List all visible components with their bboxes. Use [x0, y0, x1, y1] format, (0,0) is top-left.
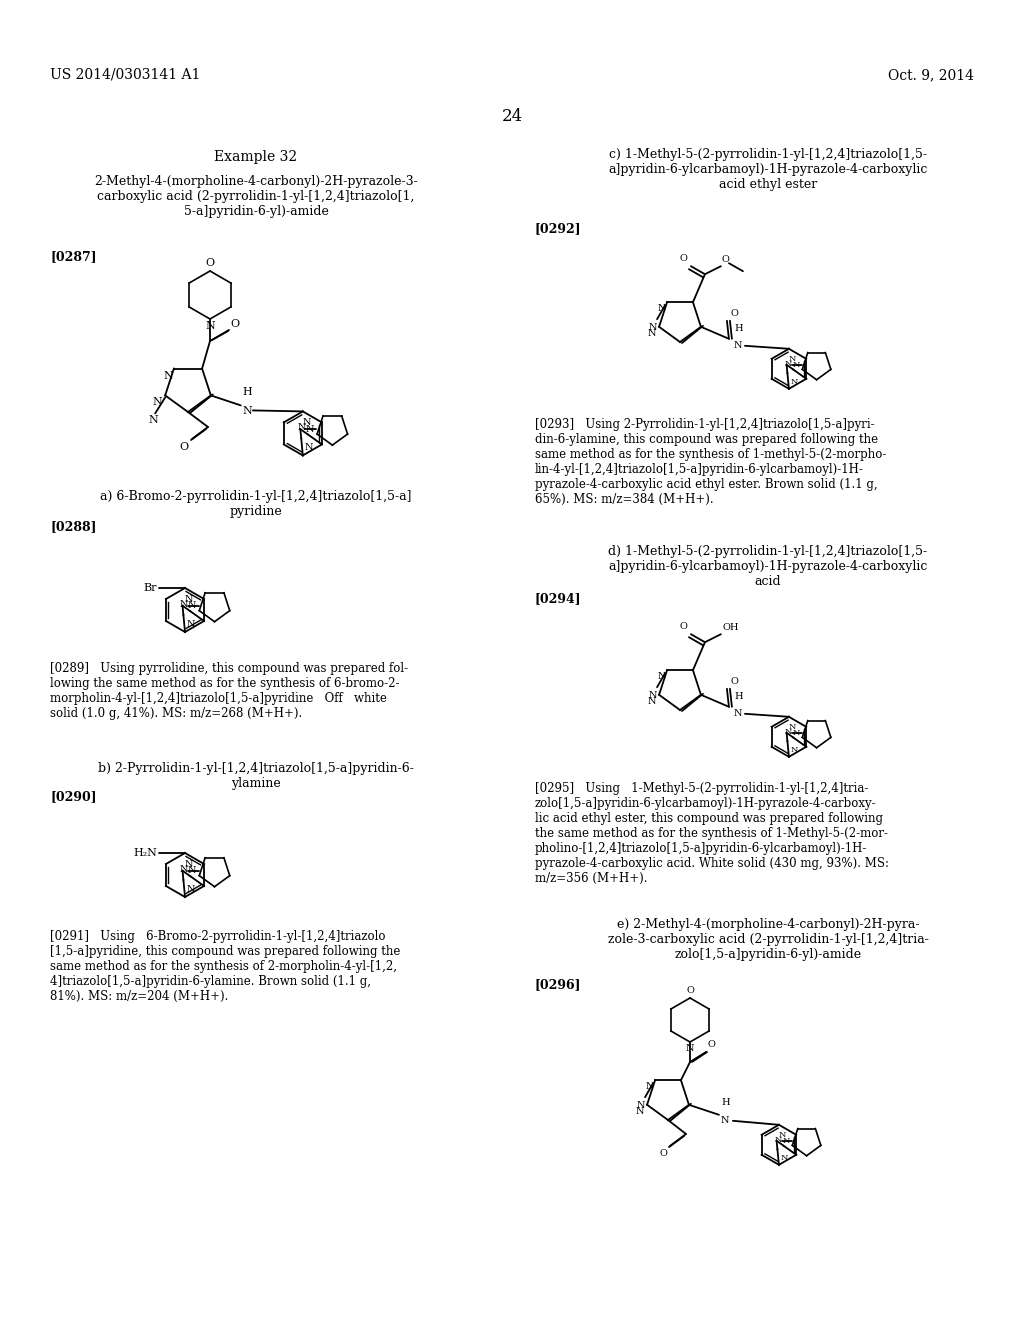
Text: US 2014/0303141 A1: US 2014/0303141 A1 [50, 69, 201, 82]
Text: N: N [645, 1082, 654, 1092]
Text: N: N [163, 371, 173, 380]
Text: [0292]: [0292] [535, 222, 582, 235]
Text: N: N [647, 329, 656, 338]
Text: O: O [659, 1148, 667, 1158]
Text: N: N [243, 407, 253, 416]
Text: N: N [791, 746, 799, 754]
Text: N: N [781, 1154, 788, 1162]
Text: Example 32: Example 32 [214, 150, 298, 164]
Text: d) 1-Methyl-5-(2-pyrrolidin-1-yl-[1,2,4]triazolo[1,5-
a]pyridin-6-ylcarbamoyl)-1: d) 1-Methyl-5-(2-pyrrolidin-1-yl-[1,2,4]… [608, 545, 928, 587]
Text: N: N [179, 601, 188, 609]
Text: N: N [153, 397, 162, 408]
Text: H: H [243, 387, 253, 397]
Text: N: N [205, 321, 215, 331]
Text: O: O [179, 442, 188, 451]
Text: N: N [774, 1135, 781, 1143]
Text: N: N [187, 884, 196, 894]
Text: [0293]   Using 2-Pyrrolidin-1-yl-[1,2,4]triazolo[1,5-a]pyri-
din-6-ylamine, this: [0293] Using 2-Pyrrolidin-1-yl-[1,2,4]tr… [535, 418, 887, 506]
Text: N: N [187, 620, 196, 630]
Text: N: N [306, 425, 314, 434]
Text: N: N [784, 727, 792, 735]
Text: N: N [184, 859, 194, 869]
Text: N: N [793, 360, 800, 368]
Text: N: N [188, 866, 197, 875]
Text: N: N [657, 672, 666, 681]
Text: O: O [230, 319, 240, 329]
Text: N: N [657, 304, 666, 313]
Text: N: N [686, 1044, 694, 1053]
Text: H: H [721, 1098, 729, 1106]
Text: O: O [679, 255, 687, 263]
Text: O: O [722, 255, 730, 264]
Text: O: O [731, 677, 738, 686]
Text: O: O [731, 309, 738, 318]
Text: N: N [148, 416, 158, 425]
Text: [0289]   Using pyrrolidine, this compound was prepared fol-
lowing the same meth: [0289] Using pyrrolidine, this compound … [50, 663, 409, 719]
Text: [0295]   Using   1-Methyl-5-(2-pyrrolidin-1-yl-[1,2,4]tria-
zolo[1,5-a]pyridin-6: [0295] Using 1-Methyl-5-(2-pyrrolidin-1-… [535, 781, 889, 884]
Text: [0296]: [0296] [535, 978, 582, 991]
Text: [0291]   Using   6-Bromo-2-pyrrolidin-1-yl-[1,2,4]triazolo
[1,5-a]pyridine, this: [0291] Using 6-Bromo-2-pyrrolidin-1-yl-[… [50, 931, 400, 1003]
Text: H₂N: H₂N [133, 847, 157, 858]
Text: O: O [679, 622, 687, 631]
Text: OH: OH [723, 623, 739, 632]
Text: N: N [793, 729, 800, 737]
Text: N: N [179, 865, 188, 874]
Text: N: N [184, 595, 194, 603]
Text: N: N [302, 418, 311, 428]
Text: O: O [686, 986, 694, 995]
Text: N: N [791, 378, 799, 385]
Text: Br: Br [143, 583, 157, 593]
Text: [0288]: [0288] [50, 520, 96, 533]
Text: N: N [188, 601, 197, 610]
Text: N: N [788, 355, 796, 363]
Text: N: N [297, 424, 306, 433]
Text: N: N [637, 1101, 645, 1110]
Text: O: O [206, 257, 215, 268]
Text: N: N [734, 341, 742, 350]
Text: N: N [649, 692, 657, 700]
Text: N: N [721, 1115, 729, 1125]
Text: 2-Methyl-4-(morpholine-4-carbonyl)-2H-pyrazole-3-
carboxylic acid (2-pyrrolidin-: 2-Methyl-4-(morpholine-4-carbonyl)-2H-py… [94, 176, 418, 218]
Text: Oct. 9, 2014: Oct. 9, 2014 [888, 69, 974, 82]
Text: [0290]: [0290] [50, 789, 96, 803]
Text: H: H [734, 692, 742, 701]
Text: N: N [784, 359, 792, 368]
Text: [0294]: [0294] [535, 591, 582, 605]
Text: N: N [788, 723, 796, 731]
Text: O: O [708, 1040, 716, 1049]
Text: N: N [305, 444, 313, 453]
Text: N: N [778, 1131, 786, 1139]
Text: N: N [734, 709, 742, 718]
Text: a) 6-Bromo-2-pyrrolidin-1-yl-[1,2,4]triazolo[1,5-a]
pyridine: a) 6-Bromo-2-pyrrolidin-1-yl-[1,2,4]tria… [100, 490, 412, 517]
Text: e) 2-Methyl-4-(morpholine-4-carbonyl)-2H-pyra-
zole-3-carboxylic acid (2-pyrroli: e) 2-Methyl-4-(morpholine-4-carbonyl)-2H… [607, 917, 929, 961]
Text: 24: 24 [502, 108, 522, 125]
Text: N: N [636, 1106, 644, 1115]
Text: N: N [647, 697, 656, 706]
Text: N: N [782, 1137, 790, 1144]
Text: N: N [649, 323, 657, 333]
Text: b) 2-Pyrrolidin-1-yl-[1,2,4]triazolo[1,5-a]pyridin-6-
ylamine: b) 2-Pyrrolidin-1-yl-[1,2,4]triazolo[1,5… [98, 762, 414, 789]
Text: [0287]: [0287] [50, 249, 96, 263]
Text: c) 1-Methyl-5-(2-pyrrolidin-1-yl-[1,2,4]triazolo[1,5-
a]pyridin-6-ylcarbamoyl)-1: c) 1-Methyl-5-(2-pyrrolidin-1-yl-[1,2,4]… [608, 148, 928, 191]
Text: H: H [734, 323, 742, 333]
